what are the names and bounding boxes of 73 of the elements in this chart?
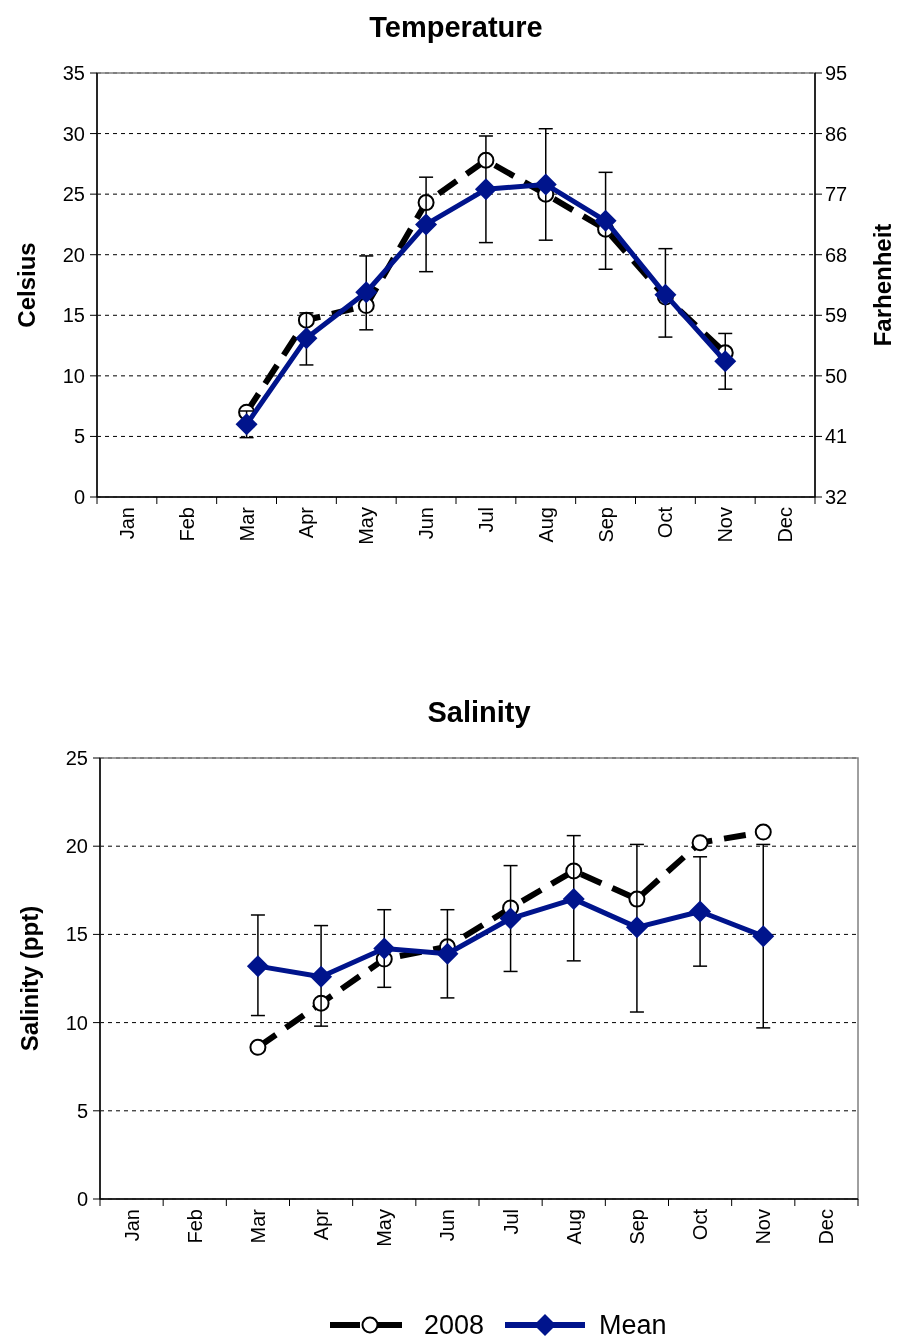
y-tick-label: 10 (65, 1011, 88, 1034)
point (562, 888, 585, 911)
point (625, 916, 648, 939)
x-tick-label: Jun (415, 507, 438, 540)
x-tick-label: Aug (534, 507, 557, 543)
y2-tick-label: 59 (825, 304, 848, 327)
x-tick-label: Jun (436, 1209, 459, 1242)
y-tick-label: 25 (62, 183, 85, 206)
point (534, 173, 557, 196)
y-tick-label: 0 (73, 486, 85, 508)
y-tick-label: 25 (65, 747, 88, 769)
x-tick-label: Jul (474, 507, 497, 533)
y2-tick-label: 68 (825, 243, 848, 266)
y-tick-label: 0 (76, 1188, 88, 1210)
y2-axis-title: Farhenheit (869, 223, 896, 347)
y2-tick-label: 77 (825, 183, 848, 206)
point (310, 965, 333, 988)
y-tick-label: 15 (65, 923, 88, 946)
y-axis-title: Celsius (13, 242, 40, 328)
x-tick-label: Apr (310, 1208, 333, 1241)
y2-tick-label: 50 (825, 364, 848, 387)
y-tick-label: 30 (62, 122, 85, 145)
x-tick-label: Nov (752, 1209, 775, 1245)
x-tick-label: Jan (115, 507, 138, 540)
point (752, 925, 775, 948)
x-tick-label: Feb (175, 507, 198, 542)
point (355, 281, 378, 304)
x-tick-label: Oct (689, 1208, 712, 1241)
x-tick-label: Jan (120, 1209, 143, 1242)
point (474, 178, 497, 201)
point (295, 327, 318, 350)
point (654, 283, 677, 306)
point (373, 937, 396, 960)
x-tick-label: Jul (499, 1209, 522, 1235)
y-tick-label: 10 (62, 364, 85, 387)
point (689, 900, 712, 923)
point (754, 823, 772, 841)
y-axis-title: Salinity (ppt) (16, 905, 43, 1052)
chart-title: Temperature (369, 11, 543, 43)
x-tick-label: Nov (714, 507, 737, 543)
y-tick-label: 5 (73, 425, 85, 448)
x-tick-label: Mar (235, 506, 258, 542)
y2-tick-label: 41 (825, 425, 848, 448)
y-tick-label: 15 (62, 304, 85, 327)
point (246, 955, 269, 978)
point (594, 209, 617, 232)
point (714, 350, 737, 373)
y2-tick-label: 86 (825, 122, 848, 145)
x-tick-label: Dec (774, 507, 797, 543)
x-tick-label: Aug (562, 1209, 585, 1245)
point (249, 1038, 267, 1056)
x-tick-label: Oct (654, 506, 677, 539)
x-tick-label: Mar (246, 1208, 269, 1244)
legend-label: 2008 (424, 1310, 485, 1341)
x-tick-label: Dec (815, 1209, 838, 1245)
legend-label: Mean (599, 1310, 667, 1341)
y-tick-label: 20 (62, 243, 85, 266)
x-tick-label: Feb (183, 1209, 206, 1244)
y2-tick-label: 95 (825, 62, 848, 84)
x-tick-label: Sep (594, 507, 617, 543)
point (436, 942, 459, 965)
y-tick-label: 35 (62, 62, 85, 84)
x-tick-label: Sep (625, 1209, 648, 1245)
y2-tick-label: 32 (825, 486, 848, 508)
y-tick-label: 20 (65, 835, 88, 858)
x-tick-label: Apr (295, 506, 318, 539)
point (415, 213, 438, 236)
y-tick-label: 5 (76, 1099, 88, 1122)
point (691, 834, 709, 852)
x-tick-label: May (355, 507, 378, 545)
chart-title: Salinity (427, 696, 531, 728)
point (499, 907, 522, 930)
x-tick-label: May (373, 1209, 396, 1247)
